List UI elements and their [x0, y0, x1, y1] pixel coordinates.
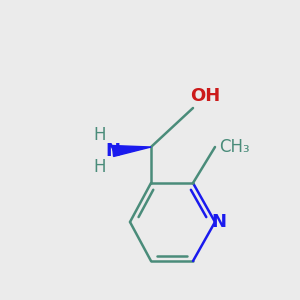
Polygon shape [112, 146, 151, 157]
Text: OH: OH [190, 87, 220, 105]
Text: N: N [212, 213, 226, 231]
Text: H: H [94, 126, 106, 144]
Text: CH₃: CH₃ [219, 138, 250, 156]
Text: N: N [106, 142, 121, 160]
Text: H: H [94, 158, 106, 176]
